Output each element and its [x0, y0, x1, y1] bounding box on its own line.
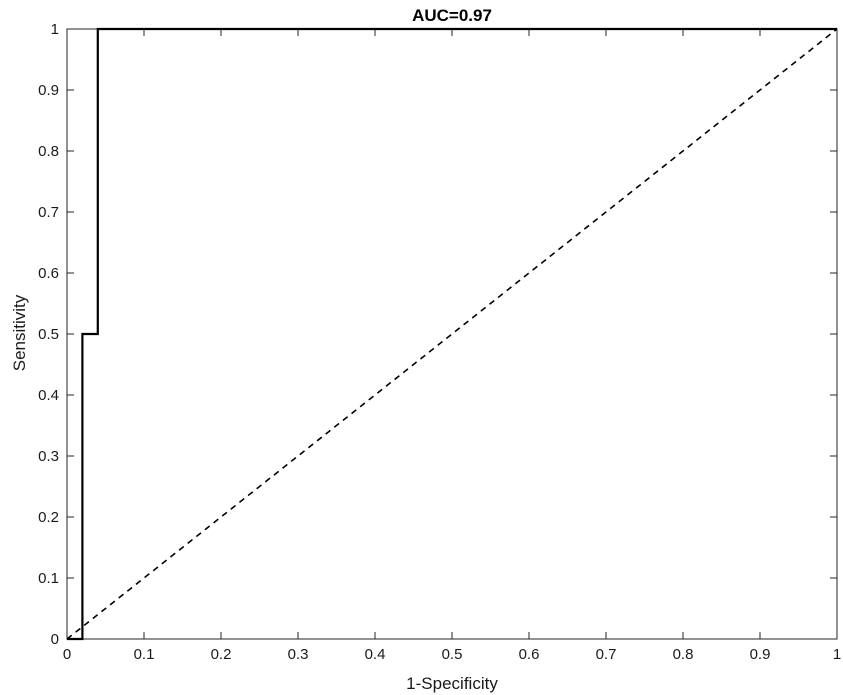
y-tick-label: 0.1 [38, 570, 59, 587]
y-tick-label: 0.9 [38, 82, 59, 99]
reference-diagonal-line [66, 28, 838, 640]
y-tick-label: 0.5 [38, 326, 59, 343]
x-tick-label: 0.7 [596, 646, 617, 663]
y-tick-label: 0.7 [38, 204, 59, 221]
x-axis-label: 1-Specificity [406, 674, 498, 693]
plot-area: 0 0.1 0.2 0.3 0.4 0.5 0.6 0.7 0.8 0.9 1 0 0.1 0.2 0.3 0… [38, 21, 841, 663]
x-tick-label: 0.9 [750, 646, 771, 663]
x-tick-label: 1 [833, 646, 841, 663]
roc-curve-line [67, 27, 837, 641]
y-tick-label: 0.6 [38, 265, 59, 282]
x-tick-label: 0.4 [365, 646, 386, 663]
x-tick-label: 0 [63, 646, 71, 663]
x-tick-label: 0.2 [211, 646, 232, 663]
x-tick-label: 0.8 [673, 646, 694, 663]
y-tick-label: 0.8 [38, 143, 59, 160]
x-tick-label: 0.5 [442, 646, 463, 663]
y-tick-label: 0 [51, 631, 59, 648]
y-tick-label: 0.4 [38, 387, 59, 404]
y-axis-label: Sensitivity [10, 294, 29, 371]
x-tick-label: 0.1 [134, 646, 155, 663]
chart-title: AUC=0.97 [412, 6, 492, 25]
y-tick-label: 0.3 [38, 448, 59, 465]
x-tick-label: 0.6 [519, 646, 540, 663]
y-tick-label: 1 [51, 21, 59, 38]
y-tick-label: 0.2 [38, 509, 59, 526]
x-tick-label: 0.3 [288, 646, 309, 663]
